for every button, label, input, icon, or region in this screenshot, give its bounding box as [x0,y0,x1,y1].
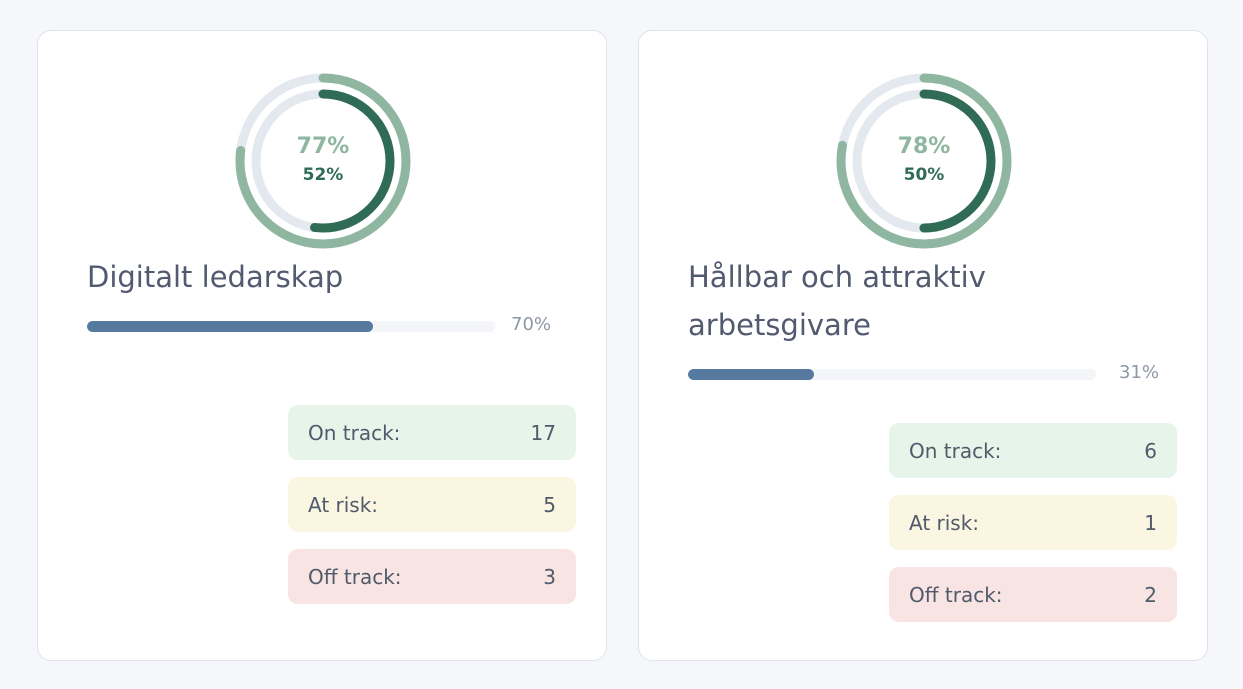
donut-chart [235,73,411,249]
inner-percent-label: 50% [903,165,945,185]
status-on-track[interactable]: On track: 6 [889,423,1177,478]
status-on-track[interactable]: On track: 17 [288,405,576,460]
outer-percent-label: 77% [296,134,350,159]
status-off-track[interactable]: Off track: 2 [889,567,1177,622]
goal-title: Digitalt ledarskap [87,260,344,294]
status-label: On track: [909,438,1002,463]
goal-title: Hållbar och attraktiv arbetsgivare [688,260,986,342]
progress-percent-label: 31% [1119,362,1160,383]
progress-bar [87,321,495,332]
status-label: On track: [308,420,401,445]
goal-card-hallbar-arbetsgivare[interactable]: 78% 50% Hållbar och attraktiv arbetsgiva… [638,30,1208,661]
status-label: Off track: [308,564,402,589]
status-off-track[interactable]: Off track: 3 [288,549,576,604]
outer-ring-arc [235,73,411,249]
progress-bar [688,369,1096,380]
outer-percent-label: 78% [897,134,951,159]
inner-ring-arc [251,89,395,233]
goal-card-digitalt-ledarskap[interactable]: 77% 52% Digitalt ledarskap 70% On track:… [37,30,607,661]
status-count: 1 [1144,510,1157,535]
donut-chart [836,73,1012,249]
status-count: 6 [1144,438,1157,463]
progress-bar-fill [688,369,815,380]
outer-ring-arc [836,73,1012,249]
status-label: At risk: [909,510,980,535]
progress-percent-label: 70% [511,314,552,335]
status-count: 2 [1144,582,1157,607]
status-label: Off track: [909,582,1003,607]
status-at-risk[interactable]: At risk: 5 [288,477,576,532]
status-at-risk[interactable]: At risk: 1 [889,495,1177,550]
status-count: 17 [530,420,556,445]
progress-donut: 78% 50% [834,71,1014,251]
status-count: 3 [543,564,556,589]
status-count: 5 [543,492,556,517]
inner-ring-arc [852,89,996,233]
status-label: At risk: [308,492,379,517]
progress-bar-fill [87,321,373,332]
progress-donut: 77% 52% [233,71,413,251]
inner-percent-label: 52% [302,165,344,185]
